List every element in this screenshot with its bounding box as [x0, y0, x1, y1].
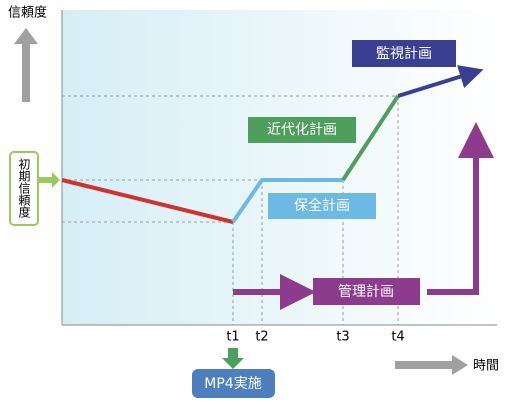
- monitoring-line: [397, 65, 484, 98]
- initial-arrow: [38, 172, 60, 188]
- time-label: t2: [255, 330, 268, 345]
- modernization-line: [341, 94, 400, 182]
- time-label: t1: [226, 330, 239, 345]
- time-label: t4: [391, 330, 404, 345]
- time-label: t3: [336, 330, 349, 345]
- y-axis-label: 信頼度: [8, 5, 47, 21]
- plan-label: 近代化計画: [267, 122, 337, 138]
- management-arrow: [427, 122, 494, 295]
- x-axis-label: 時間: [473, 359, 499, 374]
- down-arrow: [222, 348, 244, 369]
- plan-label: 監視計画: [376, 45, 432, 62]
- plan-label: 管理計画: [338, 284, 394, 300]
- decline-line: [61, 178, 234, 224]
- right-arrow: [395, 355, 468, 375]
- initial-box: [9, 151, 39, 226]
- maintenance-line: [231, 178, 343, 224]
- initial-label: 初期信頼度: [17, 158, 31, 218]
- plan-box: [248, 117, 356, 143]
- action-box: [192, 369, 275, 398]
- plan-box: [352, 40, 456, 67]
- action-label: MP4実施: [204, 376, 261, 392]
- plan-label: 保全計画: [294, 197, 350, 214]
- plan-box: [268, 193, 376, 219]
- up-arrow: [14, 28, 38, 102]
- plan-box: [313, 278, 420, 305]
